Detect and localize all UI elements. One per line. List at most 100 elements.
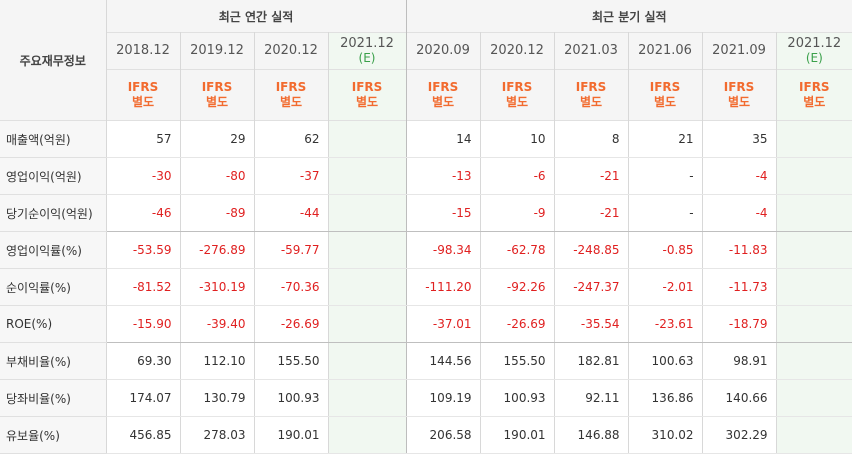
- table-row: 순이익률(%) -81.52 -310.19 -70.36 -111.20 -92.26-…: [0, 268, 852, 306]
- basis-type: 별도: [355, 95, 379, 109]
- value-cell: 69.30: [105, 342, 180, 380]
- value-cell: -37.01: [405, 305, 481, 343]
- period-header: 2021.06: [627, 32, 703, 70]
- value-cell: [775, 268, 852, 306]
- period-label: 2021.12: [340, 36, 394, 51]
- table-row: 유보율(%) 456.85 278.03 190.01 206.58 190.01 146.…: [0, 416, 852, 454]
- basis-type: 별도: [728, 95, 751, 109]
- value-cell: -35.54: [553, 305, 629, 343]
- value-cell: [327, 416, 407, 454]
- basis-type: 별도: [803, 95, 826, 109]
- period-header: 2020.12: [479, 32, 555, 70]
- basis-type: 별도: [279, 95, 303, 109]
- value-cell: -21: [553, 194, 629, 232]
- basis-standard: IFRS: [799, 80, 830, 94]
- basis-type: 별도: [580, 95, 603, 109]
- value-cell: [327, 194, 407, 232]
- row-label: ROE(%): [0, 305, 106, 343]
- value-cell: -81.52: [105, 268, 180, 306]
- period-row: 2018.12 2019.12 2020.12 2021.12 (E) 2020.09 20…: [0, 32, 852, 70]
- value-cell: 100.93: [479, 379, 555, 417]
- basis-type: 별도: [205, 95, 229, 109]
- value-cell: 14: [405, 120, 481, 158]
- value-cell: -44: [253, 194, 328, 232]
- value-cell: [327, 268, 407, 306]
- value-cell: [775, 231, 852, 269]
- value-cell: 112.10: [179, 342, 254, 380]
- basis-standard: IFRS: [275, 80, 307, 94]
- table-row: ROE(%) -15.90 -39.40 -26.69 -37.01 -26.69 -35.…: [0, 305, 852, 343]
- value-cell: 35: [701, 120, 777, 158]
- value-cell: 206.58: [405, 416, 481, 454]
- value-cell: -26.69: [253, 305, 328, 343]
- basis-standard: IFRS: [649, 80, 681, 94]
- basis-cell: IFRS 별도: [553, 69, 629, 121]
- table-row: 당좌비율(%) 174.07 130.79 100.93 109.19 100.93 92.…: [0, 379, 852, 417]
- period-label: 2020.12: [264, 43, 318, 58]
- value-cell: 190.01: [253, 416, 328, 454]
- period-label: 2020.12: [490, 43, 544, 58]
- value-cell: 92.11: [553, 379, 629, 417]
- value-cell: -0.85: [627, 231, 703, 269]
- value-cell: 144.56: [405, 342, 481, 380]
- period-header: 2019.12: [179, 32, 254, 70]
- value-cell: -37: [253, 157, 328, 195]
- value-cell: -46: [105, 194, 180, 232]
- table-body: 매출액(억원) 57 29 62 14 10 8 21 35 영업이익(억원) -30 -80 -37-…: [0, 120, 852, 454]
- period-header: 2020.12: [253, 32, 328, 70]
- row-label: 당좌비율(%): [0, 379, 106, 417]
- annual-group-title: 최근 연간 실적: [105, 0, 407, 33]
- value-cell: -9: [479, 194, 555, 232]
- value-cell: [775, 379, 852, 417]
- value-cell: -13: [405, 157, 481, 195]
- quarter-group-title: 최근 분기 실적: [405, 0, 852, 33]
- period-label: 2021.06: [638, 43, 692, 58]
- value-cell: [327, 231, 407, 269]
- value-cell: -15: [405, 194, 481, 232]
- table-row: 매출액(억원) 57 29 62 14 10 8 21 35: [0, 120, 852, 158]
- value-cell: -26.69: [479, 305, 555, 343]
- value-cell: -98.34: [405, 231, 481, 269]
- value-cell: 456.85: [105, 416, 180, 454]
- value-cell: 100.93: [253, 379, 328, 417]
- row-label: 영업이익(억원): [0, 157, 106, 195]
- value-cell: -: [627, 157, 703, 195]
- value-cell: 98.91: [701, 342, 777, 380]
- period-label: 2019.12: [190, 43, 244, 58]
- table-row: 영업이익(억원) -30 -80 -37 -13 -6 -21- -4: [0, 157, 852, 195]
- value-cell: -70.36: [253, 268, 328, 306]
- row-label: 유보율(%): [0, 416, 106, 454]
- basis-cell: IFRS 별도: [479, 69, 555, 121]
- value-cell: [775, 305, 852, 343]
- basis-row: IFRS 별도 IFRS 별도 IFRS 별도 IFRS 별도 IFRS 별도 IFRS 별도 IFRS…: [0, 69, 852, 121]
- value-cell: -89: [179, 194, 254, 232]
- value-cell: -310.19: [179, 268, 254, 306]
- estimate-marker: (E): [358, 51, 376, 65]
- basis-standard: IFRS: [575, 80, 607, 94]
- value-cell: [327, 305, 407, 343]
- period-header: 2021.03: [553, 32, 629, 70]
- value-cell: 62: [253, 120, 328, 158]
- value-cell: -6: [479, 157, 555, 195]
- value-cell: -39.40: [179, 305, 254, 343]
- value-cell: -248.85: [553, 231, 629, 269]
- row-label: 부채비율(%): [0, 342, 106, 380]
- period-label: 2021.03: [564, 43, 618, 58]
- value-cell: -2.01: [627, 268, 703, 306]
- value-cell: 155.50: [253, 342, 328, 380]
- table-row: 영업이익률(%) -53.59 -276.89 -59.77 -98.34 -62.78-…: [0, 231, 852, 269]
- value-cell: 278.03: [179, 416, 254, 454]
- value-cell: [327, 157, 407, 195]
- value-cell: [327, 379, 407, 417]
- estimate-marker: (E): [805, 51, 823, 65]
- row-label: 당기순이익(억원): [0, 194, 106, 232]
- value-cell: -11.83: [701, 231, 777, 269]
- value-cell: -80: [179, 157, 254, 195]
- basis-cell: IFRS 별도: [105, 69, 180, 121]
- period-header: 2021.12 (E): [327, 32, 407, 70]
- period-label: 2021.09: [712, 43, 766, 58]
- table-header: 주요재무정보 최근 연간 실적 최근 분기 실적 2018.12 2019.12 2…: [0, 0, 852, 121]
- value-cell: [775, 194, 852, 232]
- value-cell: -4: [701, 157, 777, 195]
